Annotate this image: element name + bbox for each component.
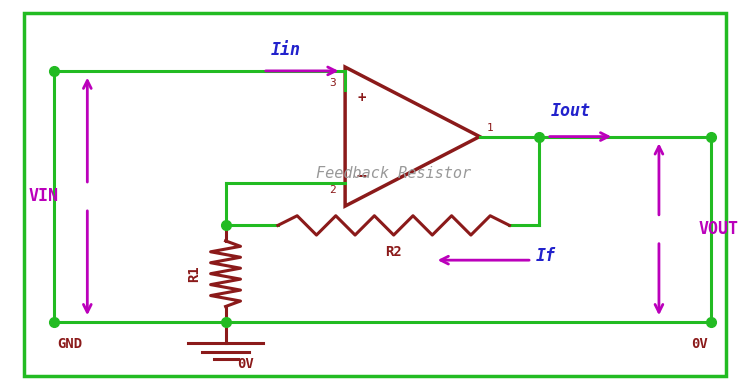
Text: 2: 2 (329, 185, 336, 195)
Text: 0V: 0V (691, 337, 707, 351)
Text: Feedback Resistor: Feedback Resistor (316, 166, 471, 181)
Text: −: − (356, 166, 367, 184)
Text: VIN: VIN (29, 187, 59, 205)
Text: Iin: Iin (271, 41, 301, 59)
Text: R2: R2 (386, 245, 402, 259)
Text: GND: GND (58, 337, 82, 351)
Text: 1: 1 (487, 123, 494, 133)
Text: R1: R1 (188, 265, 201, 282)
Text: VOUT: VOUT (699, 220, 739, 238)
Text: Iout: Iout (550, 102, 590, 121)
Text: +: + (357, 91, 366, 105)
Text: 0V: 0V (237, 357, 254, 371)
Text: 3: 3 (329, 78, 336, 88)
Text: If: If (536, 247, 556, 265)
